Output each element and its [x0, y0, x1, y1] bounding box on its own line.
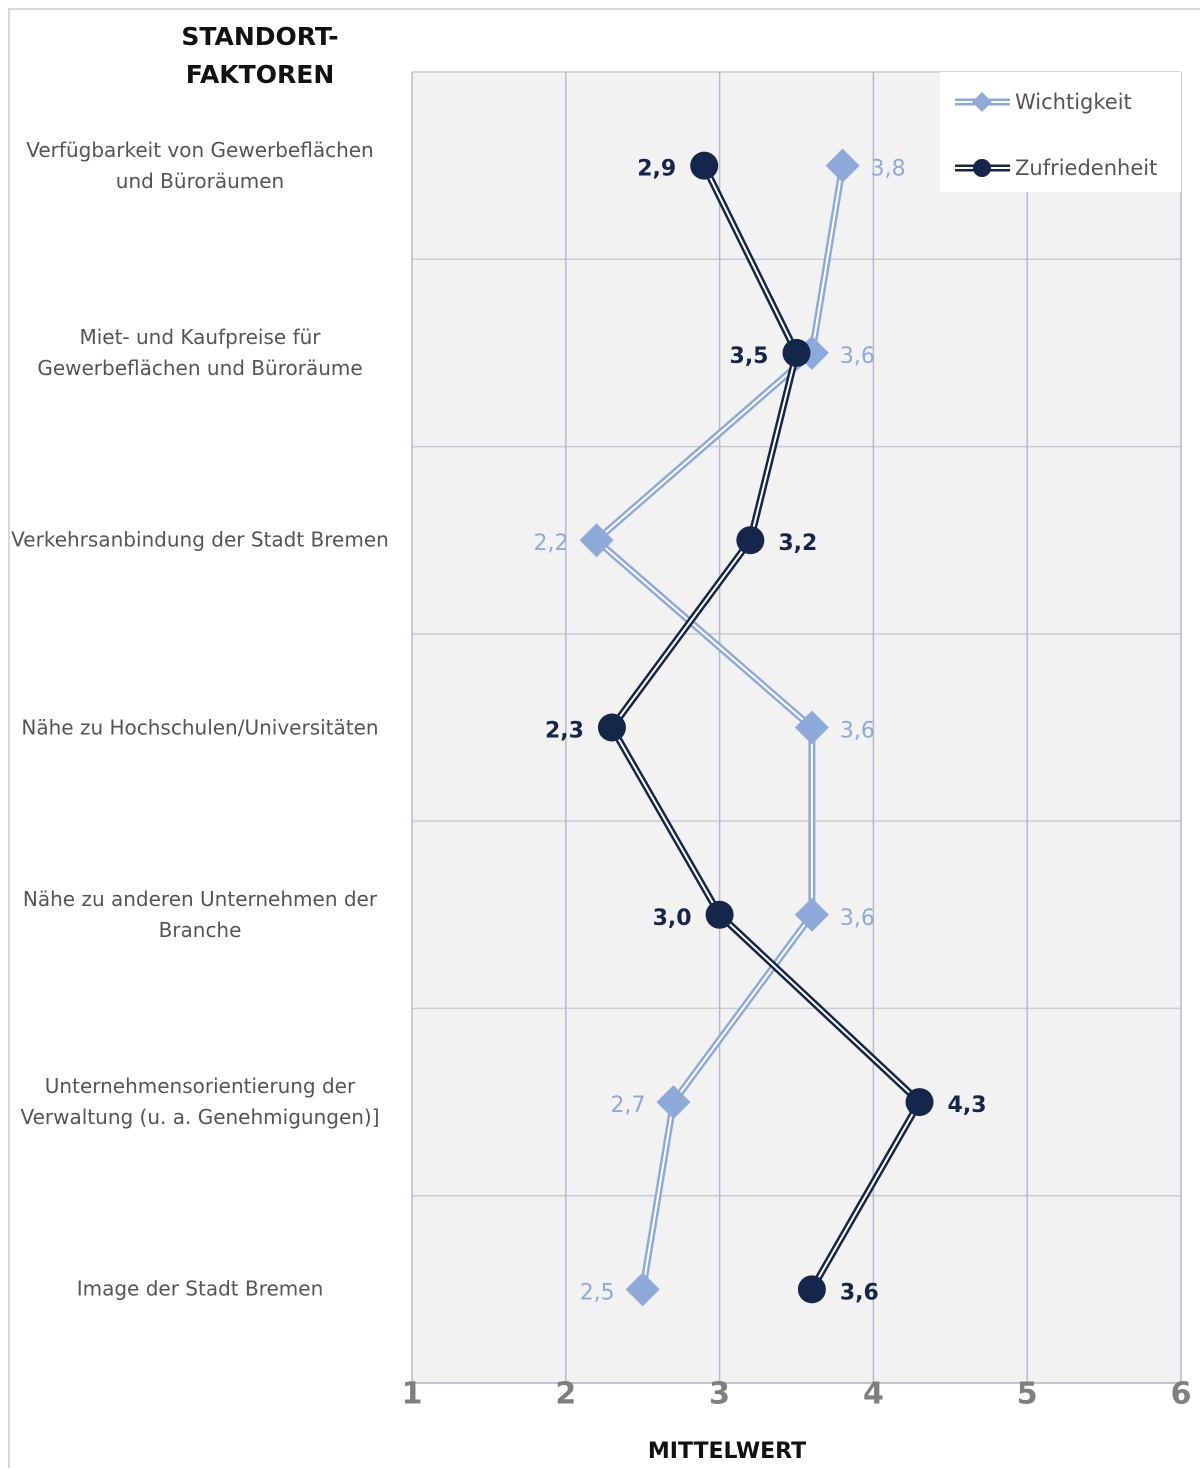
- data-label: 3,2: [778, 531, 817, 556]
- marker: [597, 713, 626, 742]
- category-label: Nähe zu anderen Unternehmen der Branche: [22, 886, 378, 942]
- marker: [736, 526, 765, 555]
- data-label: 2,7: [610, 1093, 645, 1118]
- x-tick-label: 3: [709, 1377, 730, 1412]
- marker: [625, 1272, 660, 1307]
- data-label: 2,2: [534, 531, 569, 556]
- chart-title: STANDORT-FAKTOREN: [181, 22, 339, 89]
- marker: [705, 900, 734, 929]
- legend-marker: [973, 159, 991, 177]
- data-label: 3,6: [840, 1280, 879, 1305]
- data-label: 3,5: [730, 344, 769, 369]
- marker: [690, 151, 719, 180]
- marker: [797, 1275, 826, 1304]
- frame: [8, 8, 1200, 1468]
- x-axis-label: MITTELWERT: [648, 1439, 806, 1464]
- marker: [782, 338, 811, 367]
- marker: [579, 523, 614, 558]
- x-tick-label: 6: [1171, 1377, 1192, 1412]
- x-tick-label: 2: [555, 1377, 576, 1412]
- marker: [794, 710, 829, 745]
- data-label: 3,6: [840, 344, 875, 369]
- data-label: 3,6: [840, 719, 875, 744]
- category-label: Verkehrsanbindung der Stadt Bremen: [11, 527, 389, 552]
- category-label: Nähe zu Hochschulen/Universitäten: [21, 715, 379, 739]
- data-label: 2,3: [545, 719, 584, 744]
- data-label: 3,6: [840, 906, 875, 931]
- legend-label: Wichtigkeit: [1015, 90, 1132, 114]
- category-label: Unternehmensorientierung der Verwaltung …: [20, 1074, 380, 1130]
- category-label: Miet- und Kaufpreise für Gewerbeflächen …: [37, 324, 363, 380]
- marker: [825, 148, 860, 183]
- marker: [905, 1088, 934, 1117]
- category-label: Verfügbarkeit von Gewerbeflächen und Bür…: [26, 137, 374, 193]
- data-label: 2,5: [580, 1280, 615, 1305]
- legend-label: Zufriedenheit: [1015, 156, 1157, 180]
- data-label: 3,0: [653, 906, 692, 931]
- marker: [794, 897, 829, 932]
- marker: [656, 1085, 691, 1120]
- x-tick-label: 5: [1017, 1377, 1038, 1412]
- x-tick-label: 1: [402, 1377, 423, 1412]
- data-label: 4,3: [948, 1093, 987, 1118]
- category-label: Image der Stadt Bremen: [76, 1276, 324, 1301]
- x-tick-label: 4: [863, 1377, 884, 1412]
- data-label: 3,8: [871, 157, 906, 182]
- legend-marker: [972, 92, 992, 112]
- data-label: 2,9: [637, 157, 676, 182]
